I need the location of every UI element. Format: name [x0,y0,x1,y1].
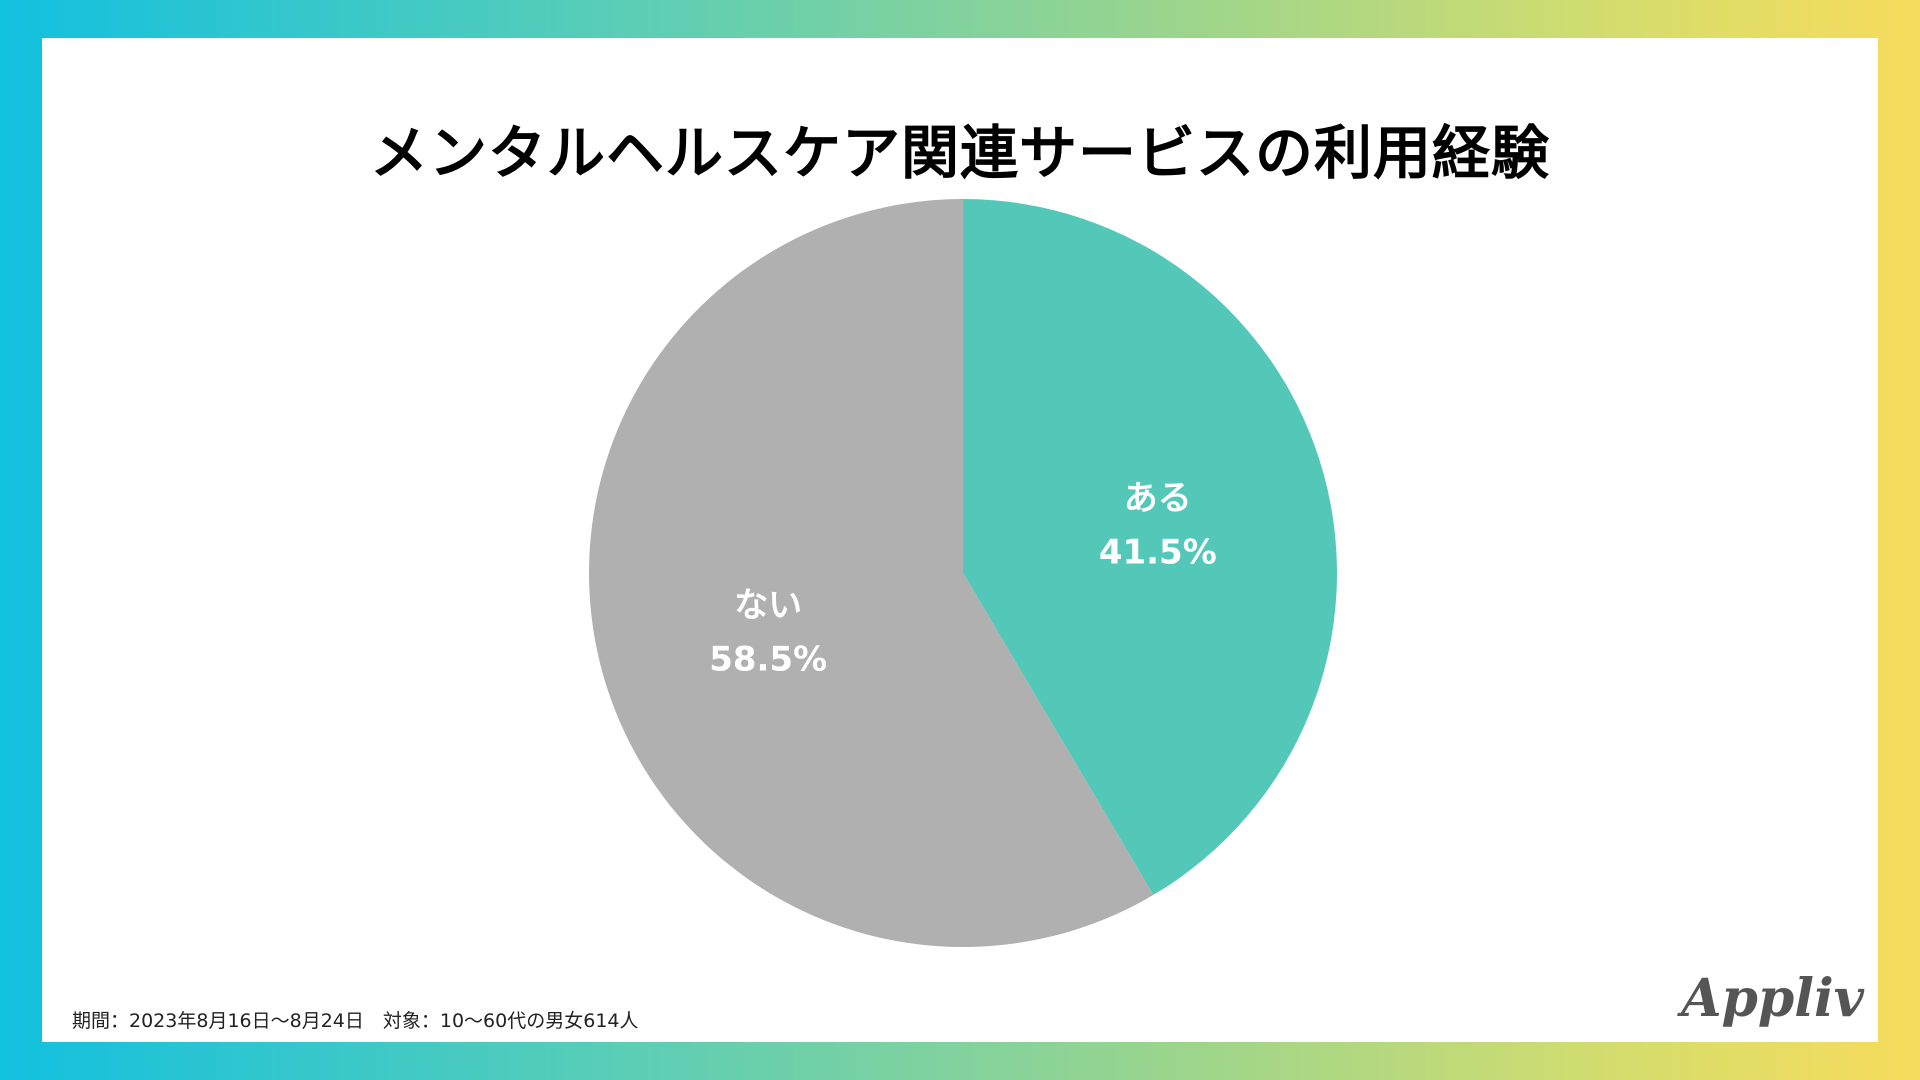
pie-slices [589,199,1337,947]
pie-slice-no [589,199,1154,947]
pie-chart: ある 41.5% ない 58.5% [589,199,1337,947]
chart-title: メンタルヘルスケア関連サービスの利用経験 [369,119,1550,187]
pie-slice-yes [963,199,1337,895]
slice-value-label: 58.5% [709,639,827,679]
slice-value-label: 41.5% [1099,533,1217,573]
slice-category-label: ない [734,585,802,625]
survey-note: 期間：2023年8月16日～8月24日 対象：10～60代の男女614人 [72,1010,639,1032]
slice-category-label: ある [1124,479,1192,519]
brand-logo: Appliv [1681,968,1864,1029]
pie-labels: ある 41.5% ない 58.5% [709,479,1217,680]
chart-panel: メンタルヘルスケア関連サービスの利用経験 ある 41.5% ない 58.5% 期間：2… [42,38,1878,1042]
